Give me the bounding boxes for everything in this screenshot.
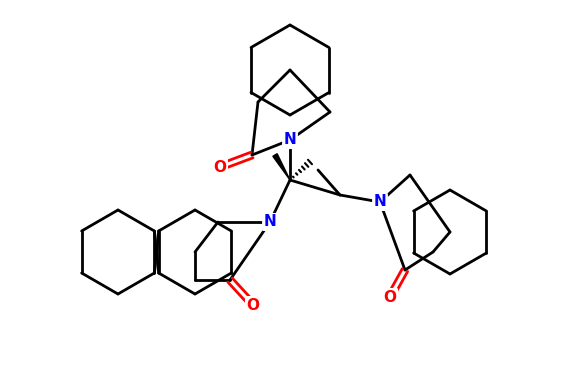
Text: O: O [247, 298, 260, 312]
Text: N: N [374, 195, 386, 209]
Text: N: N [283, 133, 297, 147]
Text: O: O [214, 160, 226, 174]
Text: O: O [384, 290, 396, 304]
Text: N: N [264, 214, 276, 230]
Polygon shape [273, 154, 290, 180]
